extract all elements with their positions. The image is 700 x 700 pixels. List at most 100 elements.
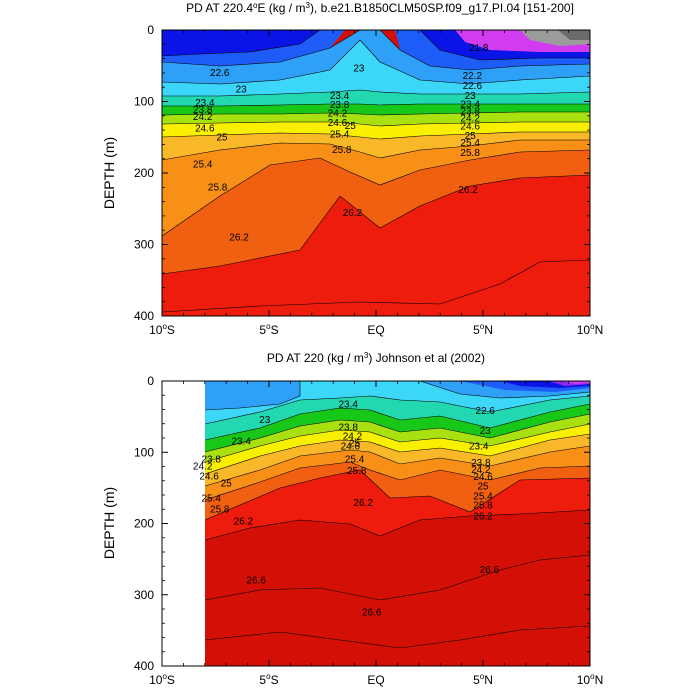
band-21-8-west — [162, 30, 320, 56]
contour-label: 23.8 — [201, 454, 221, 465]
chart-title: PD AT 220 (kg / m3) Johnson et al (2002) — [267, 351, 485, 365]
band-23-4 — [205, 396, 590, 440]
contour-label: 26.6 — [246, 576, 266, 587]
contour-label: 26.2 — [353, 498, 373, 509]
band-25-4 — [162, 140, 590, 236]
contour-label: 25 — [349, 439, 361, 450]
x-tick-label: 10oS — [149, 672, 175, 687]
x-tick-label: 5oN — [473, 322, 493, 337]
x-tick-label: 10oN — [577, 322, 603, 337]
contour-label: 24.6 — [460, 122, 480, 133]
contour-label: 23.4 — [330, 91, 350, 102]
contour-label: 25.8 — [347, 466, 367, 477]
contour-label: 24.2 — [460, 114, 480, 125]
y-tick-label: 300 — [134, 238, 154, 252]
contour-label: 25.8 — [332, 145, 352, 156]
band-23-8 — [162, 104, 590, 115]
contour-label: 24.2 — [193, 462, 213, 473]
contour-label: 26.2 — [458, 185, 478, 196]
contour-label: 26.2 — [229, 232, 249, 243]
contour-label: 23.8 — [338, 422, 358, 433]
contour-label: 23 — [236, 84, 248, 95]
contour-label: 25.4 — [345, 454, 365, 465]
contour-label: 25.8 — [210, 504, 230, 515]
contour-label: 25.8 — [473, 501, 493, 512]
contour-label: 23.4 — [338, 400, 358, 411]
contour-label: 23 — [353, 64, 365, 75]
x-tick-label: 10oN — [577, 672, 603, 687]
contour-lines — [162, 30, 590, 313]
contour-label: 22.6 — [475, 406, 495, 417]
contour-label: 23.4 — [231, 437, 251, 448]
contour-label: 25 — [216, 132, 228, 143]
band-23-8 — [205, 404, 590, 452]
contour-label: 25 — [477, 481, 489, 492]
contour-label: 22.2 — [463, 71, 483, 82]
contour-label: 25.4 — [473, 491, 493, 502]
band-24-6 — [162, 122, 590, 139]
x-axis: 10oS 5oS EQ 5oN 10oN — [149, 381, 603, 687]
y-tick-label: 200 — [134, 166, 154, 180]
y-tick-label: 400 — [134, 309, 154, 323]
band-25-8 — [205, 462, 590, 520]
contour-label: 23 — [259, 415, 271, 426]
contour-label: 23.8 — [193, 105, 213, 116]
contour-field — [162, 30, 590, 316]
contour-label: 25 — [221, 479, 233, 490]
contour-label: 23.4 — [195, 98, 215, 109]
contour-label: 25.8 — [208, 182, 228, 193]
y-axis: DEPTH (m) 0 100 200 300 400 — [101, 374, 590, 673]
contour-label: 25 — [465, 131, 477, 142]
band-26-2 — [162, 175, 590, 316]
contour-label: 26.2 — [343, 208, 363, 219]
y-tick-label: 0 — [147, 23, 154, 37]
contour-label: 24.2 — [343, 432, 363, 443]
band-25-8 — [162, 150, 590, 274]
x-tick-label: 5oS — [259, 672, 278, 687]
contour-label: 24.2 — [328, 109, 348, 120]
y-axis-label: DEPTH (m) — [101, 137, 117, 209]
y-axis: DEPTH (m) 0 100 200 300 400 — [101, 23, 590, 323]
band-25 — [162, 132, 590, 160]
contour-label: 26.2 — [234, 516, 254, 527]
x-axis: 10oS 5oS EQ 5oN 10oN — [149, 30, 603, 337]
contour-label: 24.6 — [199, 471, 219, 482]
contour-label: 24.6 — [473, 472, 493, 483]
contour-labels: 21.822.6232322.222.62323.423.824.224.623… — [193, 43, 489, 243]
y-axis-label: DEPTH (m) — [101, 487, 117, 559]
contour-label: 25.4 — [193, 159, 213, 170]
y-tick-label: 100 — [134, 95, 154, 109]
y-tick-label: 100 — [134, 445, 154, 459]
band-25 — [205, 434, 590, 486]
contour-label: 25.8 — [460, 148, 480, 159]
band-25-4 — [205, 446, 590, 500]
contour-lines — [205, 381, 590, 649]
contour-label: 26.2 — [473, 511, 493, 522]
contour-label: 24.6 — [328, 118, 348, 129]
contour-label: 23 — [465, 91, 477, 102]
contour-label: 25.4 — [330, 129, 350, 140]
y-tick-label: 0 — [147, 374, 154, 388]
contour-label: 24.6 — [195, 124, 215, 135]
contour-label: 25.4 — [201, 494, 221, 505]
contour-label: 25 — [345, 121, 357, 132]
band-22-6 — [162, 30, 590, 84]
x-tick-label: EQ — [367, 673, 384, 687]
y-tick-label: 200 — [134, 517, 154, 531]
contour-label: 23.8 — [471, 458, 491, 469]
band-26-2 — [205, 470, 590, 530]
band-23 — [162, 40, 590, 96]
contour-label: 24.6 — [341, 442, 361, 453]
chart-title: PD AT 220.4oE (kg / m3), b.e21.B1850CLM5… — [186, 1, 574, 15]
band-24-6 — [205, 424, 590, 474]
contour-label: 21.8 — [469, 43, 489, 54]
contour-label: 25.4 — [460, 138, 480, 149]
y-tick-label: 300 — [134, 588, 154, 602]
contour-label: 23.4 — [469, 442, 489, 453]
contour-label: 23.8 — [330, 100, 350, 111]
contour-label: 24.2 — [471, 465, 491, 476]
band-darkgrey — [558, 30, 590, 40]
contour-label: 24.2 — [193, 112, 213, 123]
band-purple — [562, 381, 590, 384]
